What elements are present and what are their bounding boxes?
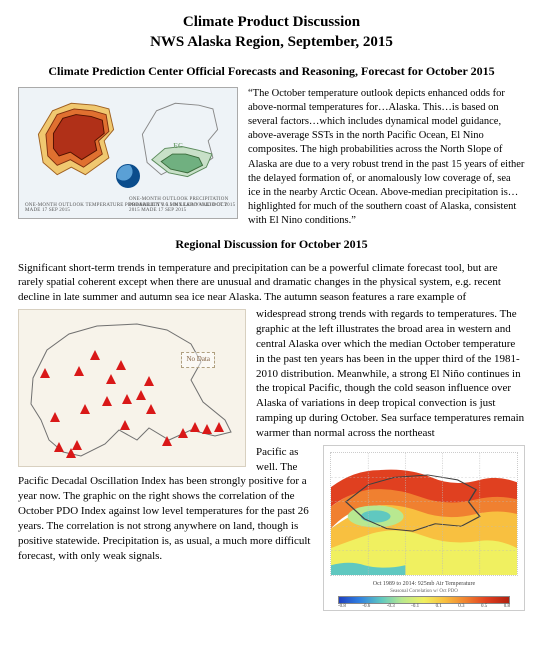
alaska-trend-map: No Data — [18, 309, 246, 467]
colorbar-tick: -0.8 — [338, 604, 346, 611]
colorbar-tick: -0.1 — [411, 604, 419, 611]
precip-outlook-map: EC — [129, 92, 231, 186]
page-title: Climate Product Discussion — [18, 12, 525, 32]
body-cont: widespread strong trends with regards to… — [256, 308, 524, 439]
ec-label: EC — [173, 142, 183, 151]
colorbar-ticks: -0.8 -0.6 -0.3 -0.1 0.1 0.3 0.5 0.8 — [338, 604, 510, 611]
regional-discussion-body: Significant short-term trends in tempera… — [18, 261, 525, 615]
colorbar-tick: -0.6 — [362, 604, 370, 611]
colorbar-tick: 0.1 — [436, 604, 442, 611]
colorbar-tick: 0.5 — [481, 604, 487, 611]
body-lead: Significant short-term trends in tempera… — [18, 261, 525, 306]
pdo-correlation-map: Oct 1989 to 2014: 925mb Air Temperature … — [323, 445, 525, 611]
noaa-logo-icon — [116, 164, 140, 188]
precip-map-caption: ONE-MONTH OUTLOOK PRECIPITATION PROBABIL… — [129, 197, 231, 214]
section-heading-1: Climate Prediction Center Official Forec… — [18, 63, 525, 79]
no-data-label: No Data — [181, 352, 215, 367]
cpc-outlook-map-pair: EC ONE-MONTH OUTLOOK TEMPERATURE PROBABI… — [18, 87, 238, 219]
colorbar-tick: 0.3 — [458, 604, 464, 611]
colorbar-tick: 0.8 — [504, 604, 510, 611]
forecast-quote: “The October temperature outlook depicts… — [248, 87, 525, 229]
colorbar — [338, 596, 510, 604]
page-subtitle: NWS Alaska Region, September, 2015 — [18, 32, 525, 52]
temperature-outlook-map — [25, 92, 127, 186]
corr-map-subtitle: Seasonal Correlation w/ Oct PDO — [324, 589, 524, 596]
colorbar-tick: -0.3 — [387, 604, 395, 611]
section-heading-2: Regional Discussion for October 2015 — [18, 236, 525, 252]
corr-map-title: Oct 1989 to 2014: 925mb Air Temperature — [324, 580, 524, 588]
